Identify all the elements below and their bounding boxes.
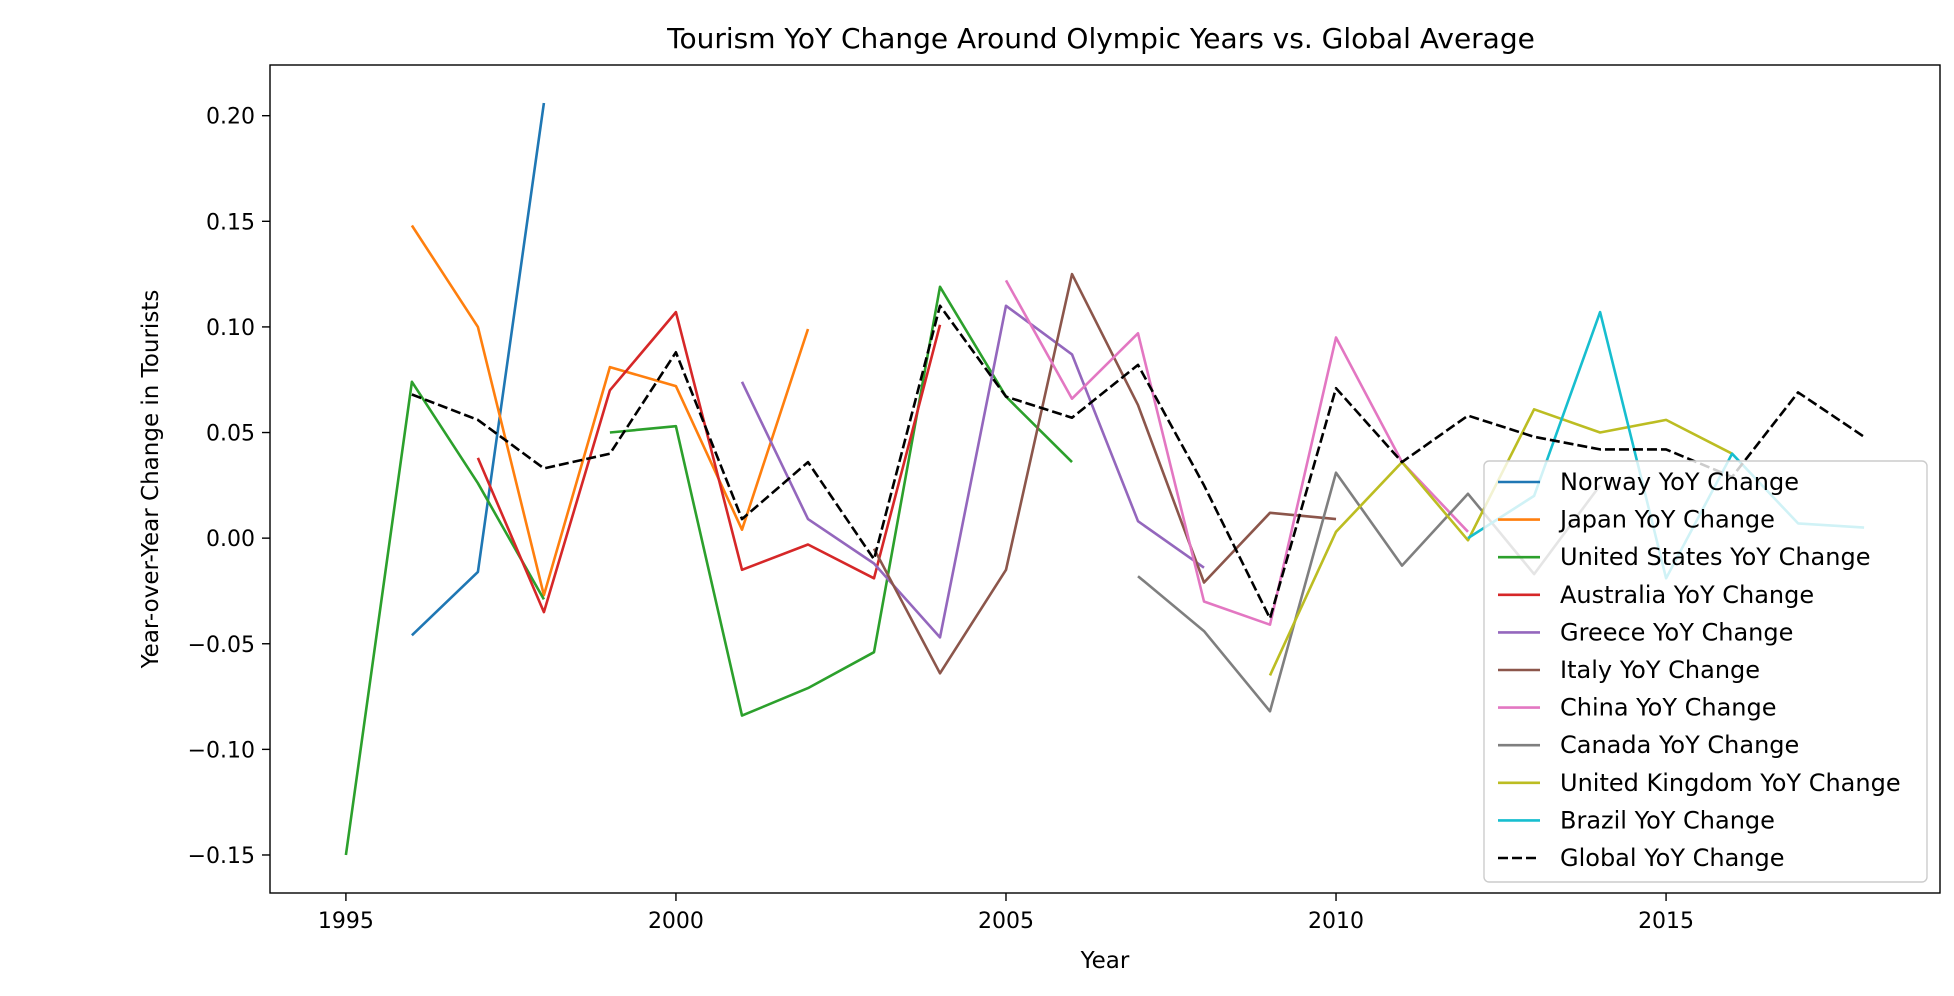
legend-label: Norway YoY Change [1560, 468, 1799, 496]
legend-label: Japan YoY Change [1558, 506, 1775, 534]
legend-label: Greece YoY Change [1560, 618, 1793, 646]
y-tick-label: −0.05 [188, 633, 255, 658]
y-tick-label: 0.20 [206, 105, 255, 130]
series-line-global-yoy-change [411, 304, 1865, 620]
y-tick-label: −0.15 [188, 844, 255, 869]
x-tick-label: 2015 [1638, 909, 1694, 934]
x-tick-label: 2005 [978, 909, 1034, 934]
legend-label: Australia YoY Change [1560, 581, 1814, 609]
series-line-united-states-yoy-change [344, 380, 546, 856]
x-tick-label: 2010 [1308, 909, 1364, 934]
y-tick-label: 0.15 [206, 210, 255, 235]
x-axis-label: Year [1080, 948, 1130, 974]
y-axis: −0.15 −0.10 −0.05 0.00 0.05 0.10 0.15 0.20 [188, 105, 270, 869]
series-line-china-yoy-change [1004, 279, 1469, 627]
x-tick-label: 1995 [318, 909, 374, 934]
series-line-greece-yoy-change [740, 304, 1205, 639]
legend-label: Canada YoY Change [1560, 731, 1799, 759]
legend: Norway YoY Change Japan YoY Change United … [1483, 460, 1928, 883]
series-line-united-states-yoy-change [609, 285, 1073, 717]
series-line-norway-yoy-change [410, 102, 546, 637]
y-axis-label: Year-over-Year Change in Tourists [138, 290, 164, 670]
legend-box [1483, 460, 1928, 883]
legend-label: United States YoY Change [1560, 543, 1870, 571]
series-line-japan-yoy-change [410, 224, 810, 597]
series-line-italy-yoy-change [872, 272, 1337, 675]
legend-label: United Kingdom YoY Change [1560, 769, 1901, 797]
x-tick-label: 2000 [648, 909, 704, 934]
legend-label: China YoY Change [1560, 694, 1777, 722]
series-line-australia-yoy-change [476, 310, 942, 614]
y-tick-label: 0.10 [206, 316, 255, 341]
y-tick-label: −0.10 [188, 738, 255, 763]
x-axis: 1995 2000 2005 2010 2015 [318, 893, 1694, 934]
legend-label: Brazil YoY Change [1560, 806, 1775, 834]
y-tick-label: 0.05 [206, 422, 255, 447]
y-tick-label: 0.00 [206, 527, 255, 552]
legend-label: Italy YoY Change [1560, 656, 1760, 684]
legend-label: Global YoY Change [1560, 844, 1785, 872]
chart-title: Tourism YoY Change Around Olympic Years … [666, 22, 1535, 55]
plot-frame [269, 64, 1941, 894]
